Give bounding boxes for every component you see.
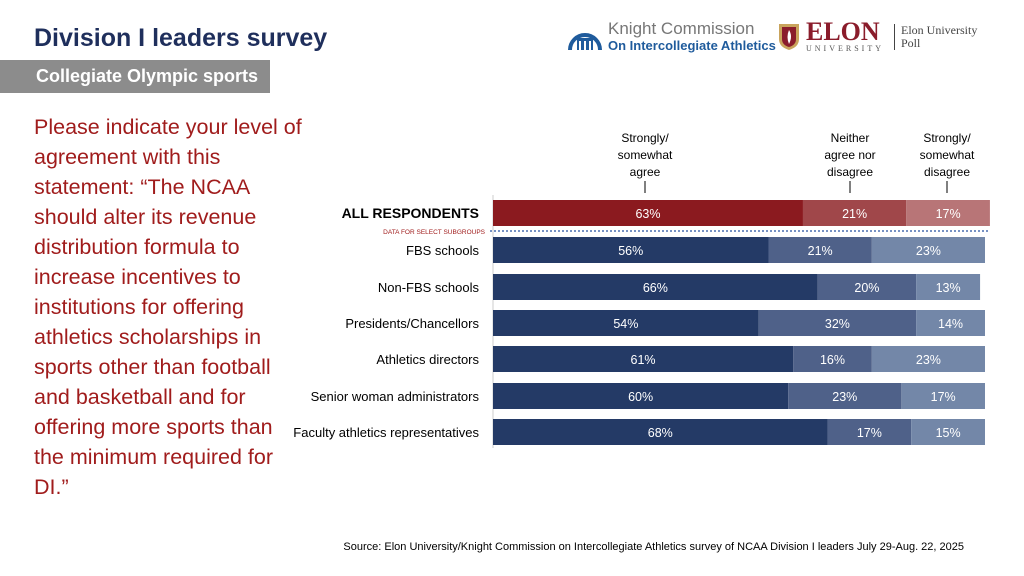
data-label: 23% bbox=[916, 353, 941, 367]
bar-segment bbox=[827, 419, 912, 445]
category-label: Faculty athletics representatives bbox=[293, 425, 479, 440]
category-label: ALL RESPONDENTS bbox=[342, 205, 479, 221]
data-label: 16% bbox=[820, 353, 845, 367]
legend-label: Strongly/somewhat disagree bbox=[920, 131, 975, 179]
legend-label: Strongly/somewhat agree bbox=[618, 131, 673, 179]
category-label: Athletics directors bbox=[376, 352, 479, 367]
divider-label: DATA FOR SELECT SUBGROUPS bbox=[383, 229, 486, 236]
bar-segment bbox=[911, 419, 985, 445]
data-label: 60% bbox=[628, 390, 653, 404]
bar-segment bbox=[901, 383, 985, 409]
capitol-dome-icon bbox=[568, 32, 602, 50]
category-label: Non-FBS schools bbox=[378, 280, 480, 295]
data-label: 17% bbox=[936, 207, 961, 221]
poll-line2: Poll bbox=[901, 35, 921, 50]
source-note: Source: Elon University/Knight Commissio… bbox=[343, 541, 964, 553]
bar-segment bbox=[493, 383, 789, 409]
bar-segment bbox=[871, 346, 985, 372]
data-label: 20% bbox=[854, 281, 879, 295]
bar-segment bbox=[493, 274, 818, 300]
bar-segment bbox=[758, 310, 917, 336]
bar-segment bbox=[788, 383, 902, 409]
bar-segment bbox=[871, 237, 985, 263]
bar-segment bbox=[793, 346, 872, 372]
data-label: 68% bbox=[648, 426, 673, 440]
bar-segment bbox=[916, 310, 985, 336]
data-label: 21% bbox=[808, 244, 833, 258]
poll-line1: Elon University bbox=[901, 22, 978, 37]
bar-segment bbox=[916, 274, 981, 300]
bar-segment bbox=[493, 237, 769, 263]
bar-segment bbox=[493, 346, 794, 372]
data-label: 63% bbox=[635, 207, 660, 221]
page-title: Division I leaders survey bbox=[34, 24, 328, 52]
data-label: 32% bbox=[825, 317, 850, 331]
data-label: 17% bbox=[857, 426, 882, 440]
data-label: 61% bbox=[631, 353, 656, 367]
data-label: 66% bbox=[643, 281, 668, 295]
knight-commission-logo: Knight Commission On Intercollegiate Athl… bbox=[568, 20, 776, 53]
data-label: 56% bbox=[618, 244, 643, 258]
data-label: 13% bbox=[936, 281, 961, 295]
bar-segment bbox=[906, 200, 990, 226]
category-label: FBS schools bbox=[406, 243, 479, 258]
bar-segment bbox=[493, 419, 828, 445]
knight-line2: On Intercollegiate Athletics bbox=[608, 38, 776, 53]
elon-logo: ELON UNIVERSITY Elon University Poll bbox=[778, 17, 978, 53]
survey-question: Please indicate your level of agreement … bbox=[34, 115, 302, 499]
section-subtitle: Collegiate Olympic sports bbox=[0, 60, 270, 93]
elon-wordmark: ELON bbox=[806, 17, 880, 46]
bar-segment bbox=[493, 200, 803, 226]
data-label: 17% bbox=[931, 390, 956, 404]
bar-segment bbox=[802, 200, 907, 226]
data-label: 21% bbox=[842, 207, 867, 221]
elon-shield-icon bbox=[779, 23, 799, 50]
data-label: 23% bbox=[832, 390, 857, 404]
legend-label: Neither agree nor disagree bbox=[824, 131, 875, 179]
category-label: Senior woman administrators bbox=[311, 389, 480, 404]
data-label: 54% bbox=[613, 317, 638, 331]
bar-segment bbox=[493, 310, 759, 336]
knight-line1: Knight Commission bbox=[608, 19, 755, 38]
data-label: 14% bbox=[938, 317, 963, 331]
category-label: Presidents/Chancellors bbox=[345, 316, 479, 331]
data-label: 23% bbox=[916, 244, 941, 258]
elon-sub: UNIVERSITY bbox=[806, 44, 884, 53]
bar-segment bbox=[817, 274, 917, 300]
data-label: 15% bbox=[936, 426, 961, 440]
bar-segment bbox=[768, 237, 872, 263]
